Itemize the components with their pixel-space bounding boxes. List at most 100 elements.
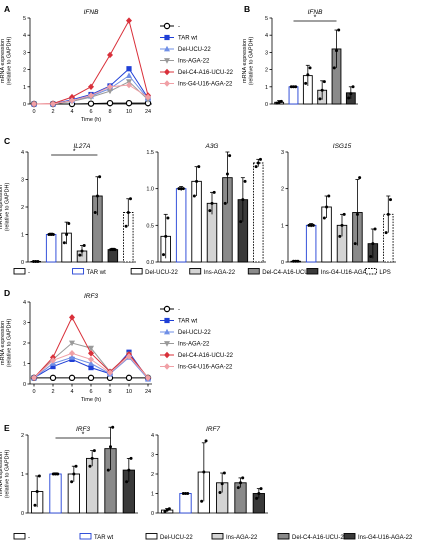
data-point: [106, 99, 114, 107]
data-point: [335, 49, 338, 53]
y-tick-label: 3: [151, 453, 154, 459]
data-point: [49, 374, 57, 382]
data-point: [202, 470, 206, 474]
data-point: [179, 187, 183, 191]
bar-tar: [305, 224, 317, 263]
data-point: [145, 93, 151, 101]
data-point: [49, 233, 53, 236]
y-axis-label: mRNA expression: [0, 321, 6, 365]
data-point: [111, 248, 115, 252]
data-point: [241, 198, 245, 202]
y-tick-label: 1: [23, 362, 26, 368]
data-point: [192, 194, 196, 198]
data-point: [254, 165, 258, 169]
legend-label: -: [178, 307, 180, 313]
data-point: [386, 212, 390, 216]
legend-marker: [164, 351, 170, 359]
data-point: [177, 187, 181, 191]
data-point: [127, 468, 131, 472]
legend-label: -: [178, 24, 180, 30]
x-tick-label: 2: [51, 389, 54, 395]
y-tick-label: 4: [23, 33, 26, 39]
legend-swatch-delc4: [247, 268, 260, 275]
bar-insg4: [107, 249, 119, 263]
data-point: [197, 165, 201, 169]
y-tick-label: 0: [265, 102, 268, 108]
bar-tar: [179, 493, 192, 514]
data-point: [236, 486, 240, 490]
y-tick-label: 4: [23, 300, 26, 306]
data-point: [384, 231, 388, 235]
data-point: [307, 223, 311, 227]
chart-title: IRF7: [206, 426, 220, 433]
y-tick-label: 2: [21, 205, 24, 211]
legend-label: Del-UCU-22: [145, 270, 178, 276]
x-tick-label: 6: [89, 389, 92, 395]
y-tick-label: 2: [281, 187, 284, 193]
legend-marker: [164, 328, 170, 335]
data-point: [318, 97, 322, 101]
y-tick-label: 1: [23, 85, 26, 91]
legend-marker: [163, 22, 171, 30]
legend-marker: [164, 34, 170, 41]
legend-label: Del-C4-A16-UCU-22: [178, 353, 234, 359]
legend-label: TAR wt: [178, 319, 198, 325]
data-point: [69, 314, 75, 321]
data-point: [125, 480, 129, 484]
data-point: [145, 374, 151, 382]
data-point: [65, 233, 69, 236]
legend-label: Del-UCU-22: [160, 535, 193, 541]
legend-label: Ins-AGA-22: [178, 59, 210, 65]
data-point: [128, 197, 132, 201]
data-point: [349, 92, 353, 96]
y-axis-label: (relative to GAPDH): [249, 37, 255, 86]
data-point: [340, 223, 344, 227]
y-tick-label: 1: [21, 233, 24, 239]
data-point: [289, 85, 293, 89]
data-point: [34, 259, 38, 263]
legend-swatch-tar: [79, 533, 92, 540]
legend-c: - TAR wt Del-UCU-22 Ins-AGA-22 Del-C4-A16-UC…: [13, 268, 391, 276]
data-point: [166, 216, 170, 220]
data-point: [51, 472, 55, 476]
panel-label: E: [4, 423, 10, 433]
legend-marker: [164, 363, 170, 370]
x-tick-label: 24: [145, 109, 151, 115]
y-axis-label: (relative to GAPDH): [7, 319, 13, 368]
data-point: [50, 363, 56, 370]
legend-label: Del-UCU-22: [178, 330, 211, 336]
data-point: [342, 212, 346, 216]
legend-swatch-tar: [72, 268, 85, 275]
data-point: [322, 216, 326, 220]
panel-label: B: [244, 4, 250, 14]
data-point: [239, 481, 242, 485]
data-point: [54, 472, 57, 476]
panel-label: A: [4, 4, 10, 14]
data-point: [320, 88, 324, 92]
y-tick-label: 1.0: [146, 187, 154, 193]
legend-label: Del-UCU-22: [178, 47, 211, 53]
data-point: [124, 224, 128, 228]
data-point: [239, 220, 243, 224]
data-point: [50, 100, 56, 108]
data-point: [107, 88, 113, 95]
y-tick-label: 5: [265, 16, 268, 22]
data-point: [62, 241, 66, 245]
data-point: [68, 374, 76, 382]
y-tick-label: 0: [151, 511, 154, 517]
x-tick-label: 2: [51, 109, 54, 115]
data-point: [165, 508, 169, 512]
data-point: [69, 340, 75, 347]
data-point: [309, 223, 313, 227]
legend-marker: [164, 80, 170, 87]
data-point: [32, 259, 36, 263]
data-point: [257, 492, 261, 495]
y-tick-label: 1: [265, 85, 268, 91]
data-point: [107, 51, 113, 59]
data-point: [322, 80, 326, 84]
data-point: [337, 28, 341, 32]
chart-title: IRF3: [84, 293, 98, 300]
data-point: [164, 234, 168, 238]
data-point: [125, 99, 133, 107]
